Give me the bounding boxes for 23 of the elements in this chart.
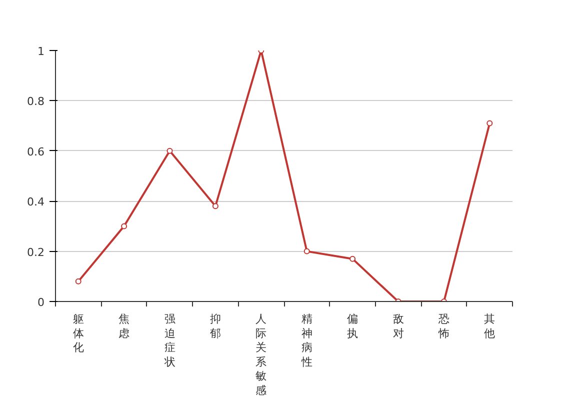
x-tick-label: 焦虑 (118, 312, 130, 340)
x-tick-label: 精神病性 (300, 312, 312, 368)
x-tick-label: 偏执 (347, 312, 358, 340)
x-tick-label: 其他 (484, 312, 496, 340)
y-tick-label: 0.6 (27, 145, 45, 158)
point (121, 223, 128, 230)
point (486, 120, 493, 126)
x-tick-label: 躯体化 (72, 312, 84, 354)
y-tick-label: 0.8 (27, 95, 45, 108)
y-tick-label: 0 (38, 296, 44, 309)
point (304, 248, 310, 254)
point (212, 203, 218, 210)
y-tick-label: 0.4 (27, 196, 45, 209)
y-tick-label: 1 (38, 45, 44, 58)
x-tick-label: 敌对 (392, 312, 404, 340)
point (75, 278, 82, 284)
x-tick-label: 人际关系敏感 (256, 312, 267, 397)
point (166, 148, 173, 154)
x-tick-label: 强迫症状 (163, 312, 176, 368)
y-tick-label: 0.2 (27, 246, 45, 259)
point (350, 256, 356, 262)
x-tick-label: 恐怖 (437, 312, 450, 340)
x-tick-label: 抑郁 (210, 312, 221, 340)
